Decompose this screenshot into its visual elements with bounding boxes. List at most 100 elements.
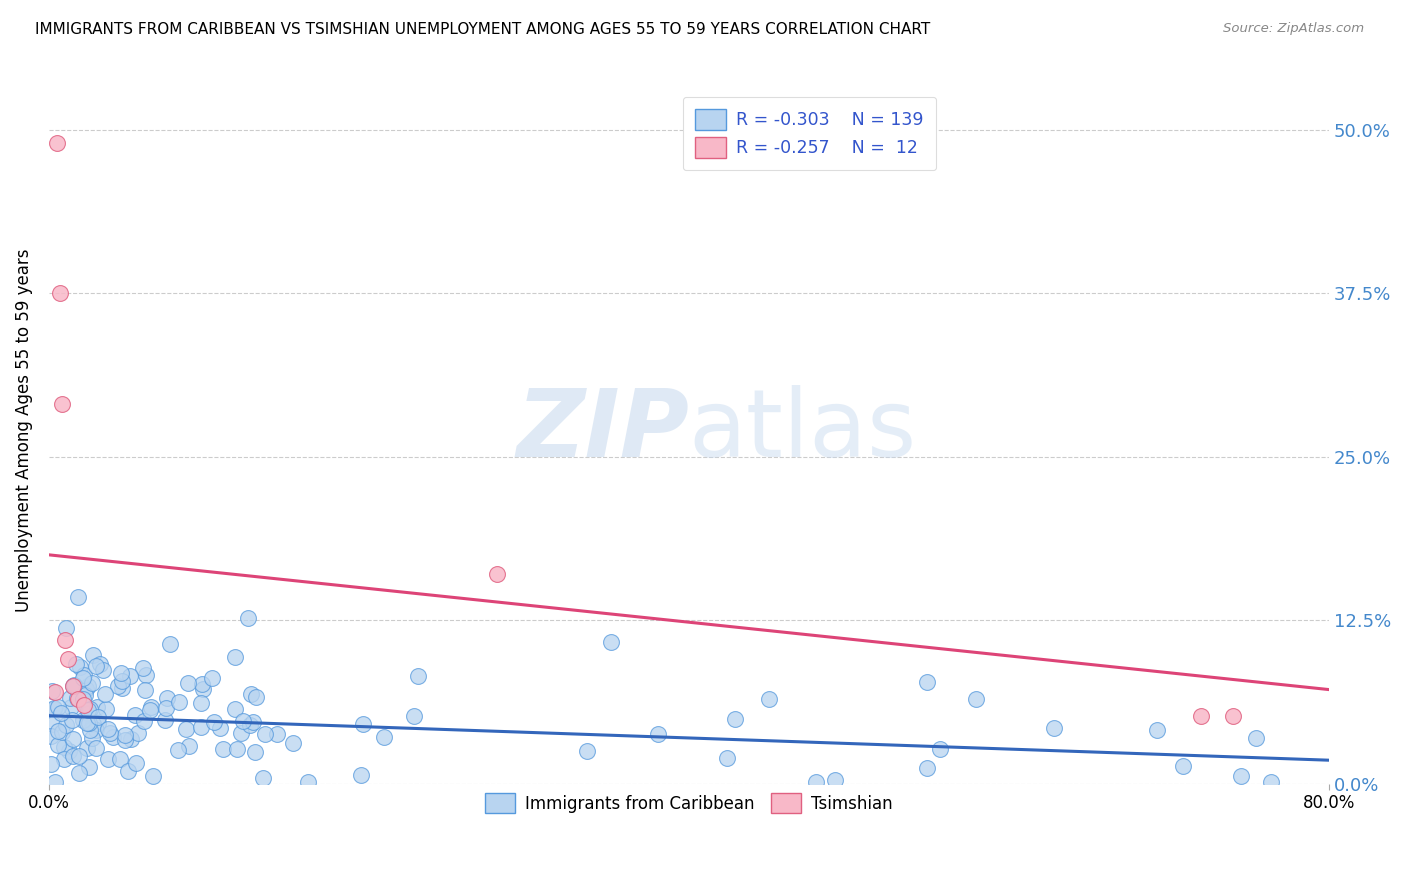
Point — [190, 696, 212, 710]
Point — [46, 738, 69, 752]
Point — [965, 692, 987, 706]
Point — [76, 741, 98, 756]
Point — [120, 731, 142, 746]
Point — [82, 648, 104, 662]
Point — [53, 739, 76, 754]
Point — [239, 687, 262, 701]
Point — [242, 714, 264, 729]
Point — [111, 681, 134, 695]
Point — [1260, 775, 1282, 789]
Point — [191, 681, 214, 696]
Legend: Immigrants from Caribbean, Tsimshian: Immigrants from Caribbean, Tsimshian — [474, 781, 904, 825]
Point — [917, 761, 939, 775]
Point — [51, 725, 73, 739]
Point — [134, 683, 156, 698]
Point — [77, 679, 100, 693]
Point — [1042, 722, 1064, 736]
Point — [44, 775, 66, 789]
Point — [156, 690, 179, 705]
Point — [167, 695, 190, 709]
Point — [97, 723, 120, 737]
Point — [232, 714, 254, 728]
Point — [76, 706, 98, 720]
Point — [1244, 731, 1267, 746]
Point — [266, 727, 288, 741]
Point — [202, 714, 225, 729]
Point — [59, 699, 82, 714]
Point — [72, 691, 94, 706]
Point — [120, 669, 142, 683]
Point — [58, 744, 80, 758]
Text: Source: ZipAtlas.com: Source: ZipAtlas.com — [1223, 22, 1364, 36]
Text: IMMIGRANTS FROM CARIBBEAN VS TSIMSHIAN UNEMPLOYMENT AMONG AGES 55 TO 59 YEARS CO: IMMIGRANTS FROM CARIBBEAN VS TSIMSHIAN U… — [35, 22, 931, 37]
Point — [236, 610, 259, 624]
Point — [647, 727, 669, 741]
Point — [139, 699, 162, 714]
Point — [39, 756, 62, 771]
Point — [159, 637, 181, 651]
Point — [63, 678, 86, 692]
Point — [94, 687, 117, 701]
Point — [190, 720, 212, 734]
Point — [155, 713, 177, 727]
Point — [485, 567, 508, 582]
Point — [225, 742, 247, 756]
Point — [41, 684, 63, 698]
Point — [73, 698, 96, 713]
Point — [404, 708, 426, 723]
Point — [76, 715, 98, 730]
Point — [89, 657, 111, 672]
Point — [53, 632, 76, 647]
Point — [93, 663, 115, 677]
Point — [806, 775, 828, 789]
Point — [56, 652, 79, 666]
Point — [174, 722, 197, 736]
Point — [69, 659, 91, 673]
Point — [124, 756, 146, 771]
Point — [46, 136, 69, 150]
Point — [252, 771, 274, 785]
Point — [155, 701, 177, 715]
Point — [111, 673, 134, 688]
Point — [59, 691, 82, 706]
Point — [239, 718, 262, 732]
Point — [139, 704, 162, 718]
Point — [49, 706, 72, 721]
Point — [77, 716, 100, 731]
Point — [49, 286, 72, 301]
Point — [87, 710, 110, 724]
Point — [42, 716, 65, 731]
Point — [62, 749, 84, 764]
Point — [107, 679, 129, 693]
Point — [39, 729, 62, 743]
Point — [1230, 769, 1253, 783]
Point — [824, 773, 846, 788]
Point — [98, 726, 121, 740]
Point — [201, 671, 224, 685]
Point — [79, 723, 101, 737]
Point — [254, 727, 277, 741]
Point — [96, 702, 118, 716]
Point — [352, 717, 374, 731]
Point — [1171, 758, 1194, 772]
Point — [103, 730, 125, 744]
Point — [177, 739, 200, 753]
Point — [576, 744, 599, 758]
Point — [929, 741, 952, 756]
Point — [48, 700, 70, 714]
Point — [758, 692, 780, 706]
Point — [114, 733, 136, 747]
Point — [245, 690, 267, 704]
Point — [55, 718, 77, 732]
Point — [73, 667, 96, 681]
Point — [297, 775, 319, 789]
Point — [1189, 708, 1212, 723]
Point — [72, 671, 94, 685]
Point — [134, 714, 156, 728]
Point — [117, 764, 139, 778]
Point — [108, 752, 131, 766]
Point — [66, 691, 89, 706]
Point — [82, 717, 104, 731]
Point — [55, 621, 77, 635]
Point — [72, 713, 94, 727]
